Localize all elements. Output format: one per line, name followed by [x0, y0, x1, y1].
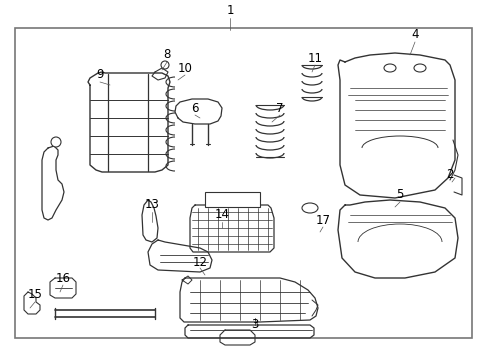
Text: 3: 3: [251, 319, 258, 332]
Text: 13: 13: [144, 198, 159, 211]
Text: 17: 17: [315, 213, 330, 226]
Text: 5: 5: [395, 189, 403, 202]
Ellipse shape: [161, 61, 169, 69]
Text: 1: 1: [226, 4, 233, 17]
Text: 8: 8: [163, 49, 170, 62]
Text: 15: 15: [27, 288, 42, 302]
Text: 9: 9: [96, 68, 103, 81]
Text: 4: 4: [410, 28, 418, 41]
Bar: [204, 192, 260, 207]
Text: 6: 6: [191, 102, 198, 114]
Ellipse shape: [51, 137, 61, 147]
Text: 14: 14: [214, 208, 229, 221]
Ellipse shape: [383, 64, 395, 72]
Text: 16: 16: [55, 271, 70, 284]
Text: 10: 10: [177, 62, 192, 75]
Text: 7: 7: [276, 102, 283, 114]
Text: 2: 2: [446, 168, 453, 181]
Bar: [15, 28, 471, 338]
Text: 11: 11: [307, 51, 322, 64]
Ellipse shape: [302, 203, 317, 213]
Ellipse shape: [413, 64, 425, 72]
Text: 12: 12: [192, 256, 207, 269]
